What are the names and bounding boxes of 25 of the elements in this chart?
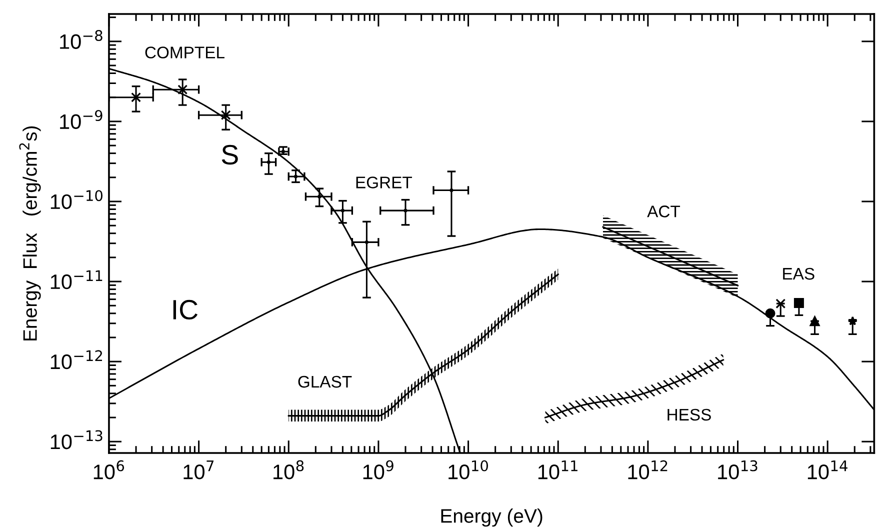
annotation: COMPTEL bbox=[145, 46, 224, 58]
y-axis-title: Energy Flux (erg/cm$^{2}$s) bbox=[19, 126, 41, 340]
y-tick-label: 10$^{−9}$ bbox=[60, 110, 102, 130]
x-tick-label: 10$^{9}$ bbox=[363, 460, 394, 480]
annotation: IC bbox=[173, 300, 198, 320]
x-tick-label: 10$^{12}$ bbox=[628, 460, 668, 480]
x-tick-label: 10$^{14}$ bbox=[808, 460, 848, 480]
x-tick-label: 10$^{13}$ bbox=[718, 460, 758, 480]
x-axis-title: Energy (eV) bbox=[441, 508, 542, 527]
annotation: HESS bbox=[668, 408, 711, 421]
annotation: EGRET bbox=[356, 176, 412, 188]
y-tick-label: 10$^{−8}$ bbox=[60, 30, 102, 49]
annotation: EAS bbox=[783, 268, 814, 280]
y-tick-label: 10$^{−10}$ bbox=[50, 190, 102, 210]
x-tick-label: 10$^{11}$ bbox=[538, 460, 578, 480]
annotation: GLAST bbox=[298, 376, 352, 388]
annotation: ACT bbox=[647, 206, 680, 218]
x-tick-label: 10$^{8}$ bbox=[274, 460, 304, 480]
annotation: S bbox=[222, 144, 238, 165]
y-tick-label: 10$^{−11}$ bbox=[50, 270, 102, 290]
x-tick-label: 10$^{10}$ bbox=[448, 460, 488, 480]
y-tick-label: 10$^{−13}$ bbox=[50, 430, 102, 450]
x-tick-label: 10$^{7}$ bbox=[184, 460, 214, 480]
x-tick-label: 10$^{6}$ bbox=[94, 460, 124, 480]
y-tick-label: 10$^{−12}$ bbox=[50, 350, 102, 370]
